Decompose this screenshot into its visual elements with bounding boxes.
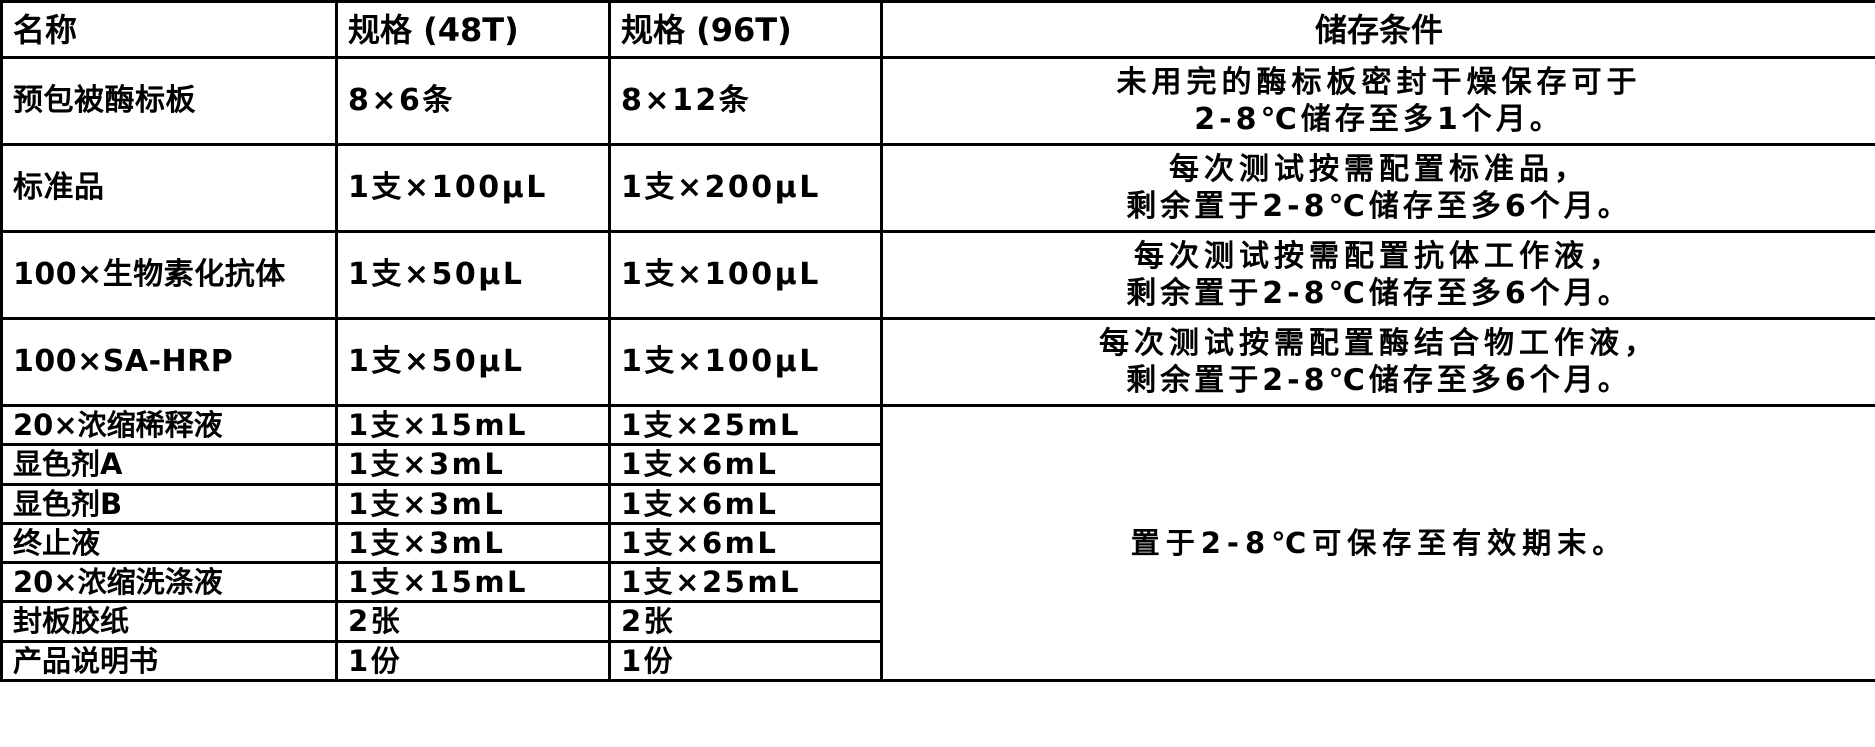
component-spec-96t: 1支×6mL <box>608 443 883 486</box>
storage-line-1: 未用完的酶标板密封干燥保存可于 <box>1116 64 1642 100</box>
component-spec-96t: 1支×100μL <box>608 317 883 407</box>
storage-line-1: 每次测试按需配置标准品， <box>1169 151 1589 187</box>
table-row: 标准品 1支×100μL 1支×200μL 每次测试按需配置标准品， 剩余置于2… <box>0 143 1875 233</box>
component-storage: 未用完的酶标板密封干燥保存可于 2-8℃储存至多1个月。 <box>880 56 1875 146</box>
header-spec-48t: 规格 (48T) <box>335 0 611 59</box>
storage-line-1: 每次测试按需配置抗体工作液， <box>1134 238 1624 274</box>
table-row: 封板胶纸 2张 2张 <box>0 600 1875 643</box>
component-spec-48t: 1支×15mL <box>335 403 611 447</box>
component-name: 预包被酶标板 <box>0 56 338 146</box>
storage-line-2: 剩余置于2-8℃储存至多6个月。 <box>1126 276 1632 311</box>
component-name: 产品说明书 <box>0 639 338 682</box>
table-row: 100×生物素化抗体 1支×50μL 1支×100μL 每次测试按需配置抗体工作… <box>0 230 1875 320</box>
table-header-row: 名称 规格 (48T) 规格 (96T) 储存条件 <box>0 0 1875 59</box>
component-storage: 每次测试按需配置酶结合物工作液， 剩余置于2-8℃储存至多6个月。 <box>880 317 1875 407</box>
component-name: 100×SA-HRP <box>0 317 338 407</box>
component-name: 显色剂A <box>0 443 338 486</box>
component-storage: 每次测试按需配置标准品， 剩余置于2-8℃储存至多6个月。 <box>880 143 1875 233</box>
component-spec-48t: 1支×3mL <box>335 521 611 565</box>
component-spec-96t: 1支×25mL <box>608 560 883 604</box>
component-spec-96t: 8×12条 <box>608 56 883 146</box>
component-spec-96t: 1支×25mL <box>608 403 883 447</box>
storage-line-2: 2-8℃储存至多1个月。 <box>1194 102 1564 137</box>
component-name: 20×浓缩稀释液 <box>0 403 338 447</box>
component-name: 封板胶纸 <box>0 600 338 643</box>
component-spec-96t: 1支×6mL <box>608 521 883 565</box>
component-spec-48t: 1份 <box>335 639 611 682</box>
table-row: 显色剂A 1支×3mL 1支×6mL <box>0 443 1875 486</box>
storage-merged-cell: 置于2-8℃可保存至有效期末。 <box>880 404 1875 682</box>
table-row: 预包被酶标板 8×6条 8×12条 未用完的酶标板密封干燥保存可于 2-8℃储存… <box>0 56 1875 146</box>
component-spec-48t: 1支×15mL <box>335 560 611 604</box>
component-spec-96t: 1支×100μL <box>608 230 883 320</box>
component-name: 显色剂B <box>0 482 338 525</box>
component-spec-96t: 2张 <box>608 600 883 643</box>
component-spec-48t: 8×6条 <box>335 56 611 146</box>
component-spec-48t: 2张 <box>335 600 611 643</box>
component-spec-48t: 1支×50μL <box>335 230 611 320</box>
component-spec-96t: 1支×200μL <box>608 143 883 233</box>
component-name: 标准品 <box>0 143 338 233</box>
component-spec-48t: 1支×50μL <box>335 317 611 407</box>
component-spec-48t: 1支×100μL <box>335 143 611 233</box>
component-spec-48t: 1支×3mL <box>335 482 611 525</box>
storage-line-2: 剩余置于2-8℃储存至多6个月。 <box>1126 189 1632 224</box>
storage-line-2: 剩余置于2-8℃储存至多6个月。 <box>1126 363 1632 398</box>
table-row: 终止液 1支×3mL 1支×6mL <box>0 521 1875 565</box>
table-row: 显色剂B 1支×3mL 1支×6mL <box>0 482 1875 525</box>
component-spec-96t: 1份 <box>608 639 883 682</box>
header-spec-96t: 规格 (96T) <box>608 0 883 59</box>
header-storage-conditions: 储存条件 <box>880 0 1875 59</box>
kit-components-table: 名称 规格 (48T) 规格 (96T) 储存条件 预包被酶标板 8×6条 8×… <box>0 0 1875 682</box>
table-row: 20×浓缩洗涤液 1支×15mL 1支×25mL <box>0 560 1875 604</box>
storage-line-1: 每次测试按需配置酶结合物工作液， <box>1099 325 1659 361</box>
component-spec-96t: 1支×6mL <box>608 482 883 525</box>
table-row: 20×浓缩稀释液 1支×15mL 1支×25mL 置于2-8℃可保存至有效期末。 <box>0 403 1875 682</box>
component-name: 20×浓缩洗涤液 <box>0 560 338 604</box>
component-spec-48t: 1支×3mL <box>335 443 611 486</box>
component-name: 终止液 <box>0 521 338 565</box>
component-name: 100×生物素化抗体 <box>0 230 338 320</box>
table-row: 100×SA-HRP 1支×50μL 1支×100μL 每次测试按需配置酶结合物… <box>0 317 1875 407</box>
component-storage: 每次测试按需配置抗体工作液， 剩余置于2-8℃储存至多6个月。 <box>880 230 1875 320</box>
table-row: 产品说明书 1份 1份 <box>0 639 1875 682</box>
header-name: 名称 <box>0 0 338 59</box>
